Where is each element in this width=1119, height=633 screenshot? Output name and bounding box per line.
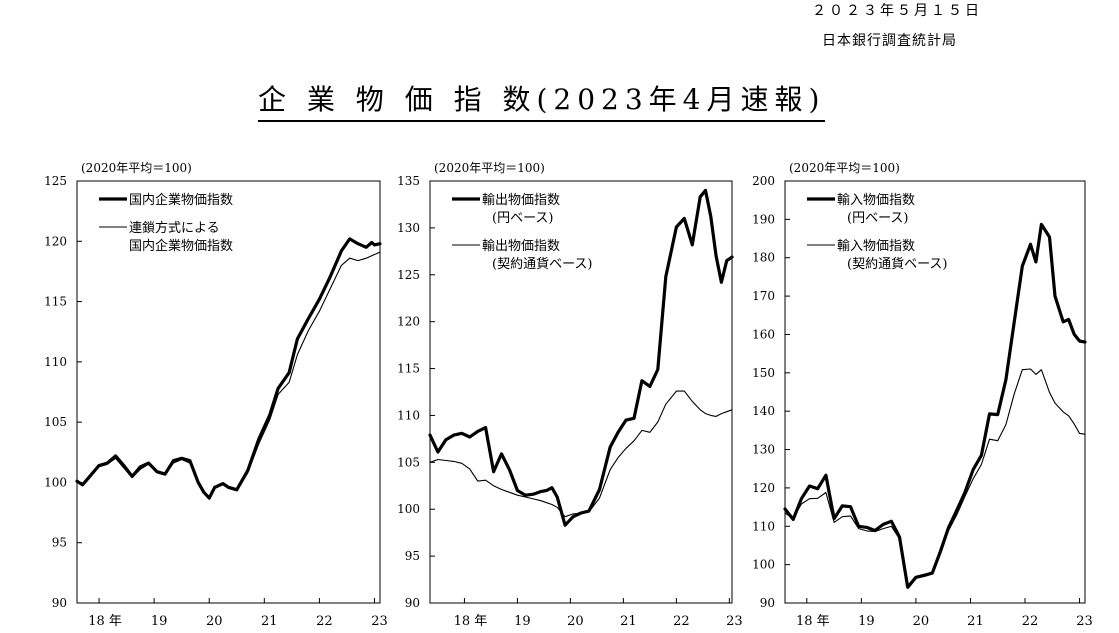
- x-tick-label: 19: [858, 614, 875, 629]
- x-tick-label: 21: [261, 614, 278, 629]
- series-line-1: [428, 188, 734, 527]
- y-tick-label: 105: [44, 415, 67, 429]
- y-tick-label: 110: [752, 519, 775, 533]
- unit-label: (2020年平均＝100): [434, 161, 545, 175]
- x-tick-label: 18 年: [454, 614, 488, 629]
- legend-label-1: 国内企業物価指数: [129, 192, 233, 208]
- y-tick-label: 120: [752, 481, 775, 495]
- y-tick-label: 95: [405, 549, 420, 563]
- y-tick-label: 90: [405, 596, 420, 610]
- y-tick-label: 125: [397, 268, 420, 282]
- legend-label-line: (円ベース): [492, 211, 554, 226]
- chart-panel-3: (2020年平均＝100) 90 100 110 120 130 140 150 160 170 1…: [752, 161, 1093, 629]
- x-tick-label: 20: [567, 614, 584, 629]
- series-line-2: [76, 251, 381, 500]
- y-tick-label: 150: [752, 366, 775, 380]
- legend-label-line: (契約通貨ベース): [847, 256, 948, 272]
- x-tick-label: 19: [514, 614, 531, 629]
- x-tick-label: 22: [316, 614, 333, 629]
- y-tick-label: 100: [44, 475, 67, 489]
- x-tick-label: 18 年: [796, 614, 830, 629]
- legend-label-line: (契約通貨ベース): [492, 256, 593, 272]
- legend-label-line: 連鎖方式による: [129, 220, 220, 236]
- plot-frame: [784, 180, 1086, 604]
- y-tick-label: 130: [397, 221, 420, 235]
- series-line-2: [784, 368, 1086, 586]
- y-tick-label: 95: [52, 536, 67, 550]
- unit-label: (2020年平均＝100): [789, 161, 900, 175]
- y-tick-label: 180: [752, 251, 775, 265]
- x-tick-label: 18 年: [88, 614, 122, 629]
- plot-frame: [429, 180, 733, 604]
- legend-label-2: 輸出物価指数 (契約通貨ベース): [482, 239, 593, 272]
- y-tick-label: 190: [752, 212, 775, 226]
- series-line-1: [75, 237, 382, 500]
- legend-label-line: 輸入物価指数: [837, 193, 915, 208]
- x-tick-label: 23: [1076, 614, 1093, 629]
- x-tick-label: 20: [206, 614, 223, 629]
- y-tick-label: 160: [752, 327, 775, 341]
- y-tick-label: 200: [752, 174, 775, 188]
- legend-label-1: 輸入物価指数 (円ベース): [837, 193, 915, 226]
- y-tick-label: 110: [44, 355, 67, 369]
- x-tick-label: 23: [726, 614, 743, 629]
- y-tick-label: 120: [397, 315, 420, 329]
- x-tick-label: 22: [1022, 614, 1039, 629]
- legend-label-line: 国内企業物価指数: [129, 238, 233, 254]
- y-tick-label: 140: [752, 404, 775, 418]
- legend-label-1: 輸出物価指数 (円ベース): [482, 193, 560, 226]
- y-tick-label: 130: [752, 443, 775, 457]
- y-tick-label: 100: [752, 558, 775, 572]
- legend-label-line: 国内企業物価指数: [129, 192, 233, 208]
- legend-label-line: 輸出物価指数: [482, 193, 560, 208]
- legend-label-line: 輸出物価指数: [482, 239, 560, 254]
- y-tick-label: 125: [44, 174, 67, 188]
- y-tick-label: 115: [44, 295, 67, 309]
- unit-label: (2020年平均＝100): [81, 161, 192, 175]
- plot-frame: [76, 180, 381, 604]
- release-date: ２０２３年５月１５日: [812, 3, 982, 19]
- x-tick-label: 20: [913, 614, 930, 629]
- legend-label-line: 輸入物価指数: [837, 239, 915, 254]
- y-tick-label: 100: [397, 502, 420, 516]
- y-tick-label: 135: [397, 174, 420, 188]
- series-line-1: [783, 222, 1087, 589]
- y-tick-label: 120: [44, 234, 67, 248]
- chart-panel-2: (2020年平均＝100) 90 95 100 105 110 115 120 125 130 13…: [397, 161, 743, 629]
- chart-panel-1: (2020年平均＝100) 90 95 100 105 110 115 120 125 18 年 1…: [44, 161, 388, 629]
- x-tick-label: 19: [151, 614, 168, 629]
- legend-label-2: 輸入物価指数 (契約通貨ベース): [837, 239, 948, 272]
- x-tick-label: 21: [620, 614, 637, 629]
- x-tick-label: 22: [673, 614, 690, 629]
- y-tick-label: 115: [397, 362, 420, 376]
- page-title: 企 業 物 価 指 数(2023年4月速報): [258, 78, 826, 122]
- y-tick-label: 110: [397, 408, 420, 422]
- x-tick-label: 21: [967, 614, 984, 629]
- y-tick-label: 90: [760, 596, 775, 610]
- legend-label-line: (円ベース): [847, 211, 909, 226]
- legend-label-2: 連鎖方式による国内企業物価指数: [129, 220, 233, 254]
- series-line-2: [429, 390, 733, 518]
- x-tick-label: 23: [371, 614, 388, 629]
- y-tick-label: 90: [52, 596, 67, 610]
- publisher-name: 日本銀行調査統計局: [822, 33, 957, 49]
- y-tick-label: 170: [752, 289, 775, 303]
- y-tick-label: 105: [397, 455, 420, 469]
